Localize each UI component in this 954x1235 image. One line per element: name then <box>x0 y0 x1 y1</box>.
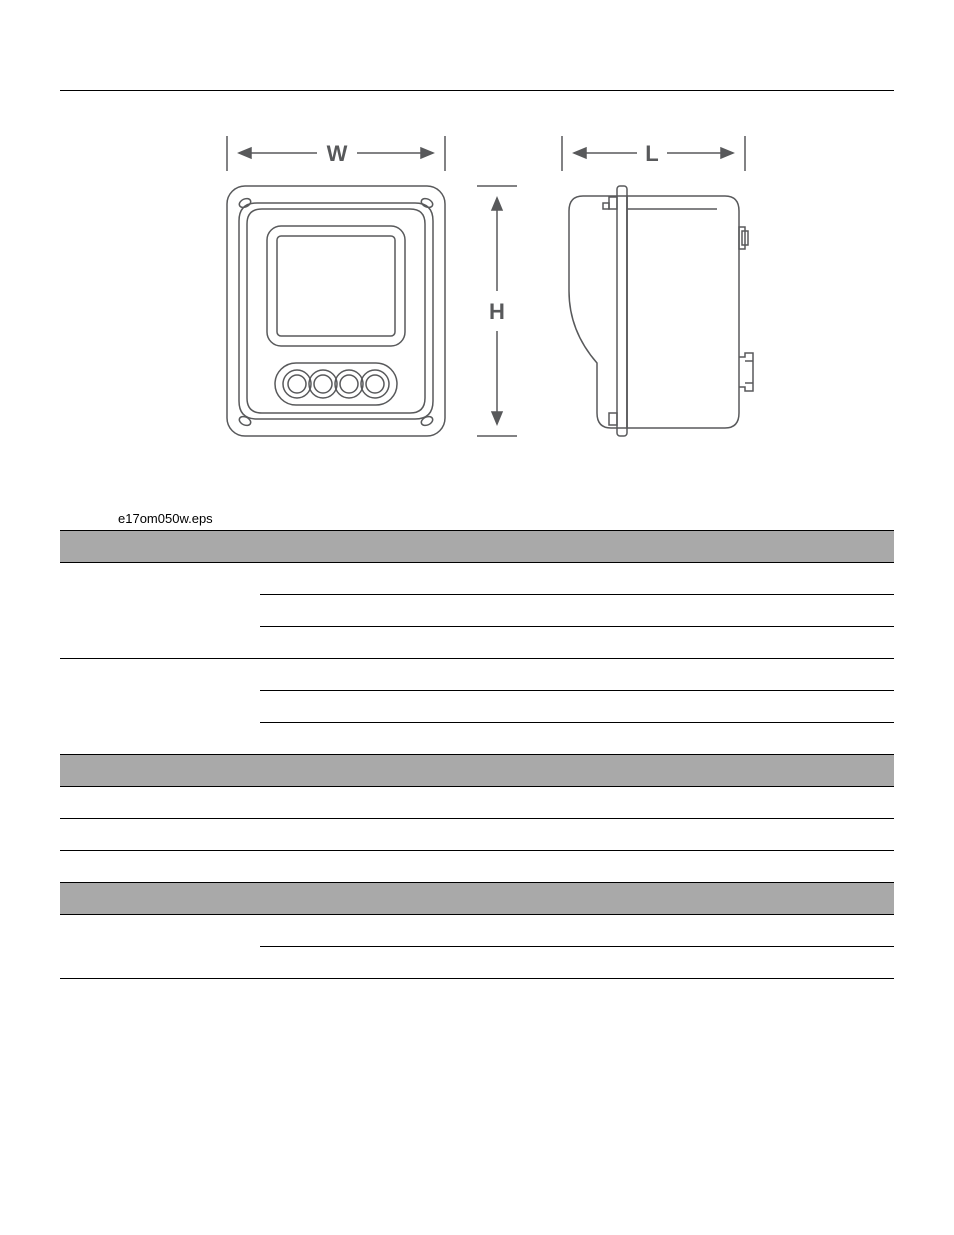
table-cell <box>685 819 894 851</box>
header-cell <box>60 883 535 915</box>
table-cell <box>685 947 894 979</box>
header-cell <box>535 531 685 563</box>
row-label-cell <box>60 659 260 755</box>
header-cell <box>535 883 685 915</box>
header-cell <box>60 531 535 563</box>
diagram-container: W L H <box>60 131 894 481</box>
table-cell <box>535 627 685 659</box>
table-cell <box>260 691 535 723</box>
header-rule <box>60 90 894 91</box>
table-cell <box>535 947 685 979</box>
header-cell <box>685 755 894 787</box>
table-row <box>60 915 894 947</box>
table-cell <box>260 915 535 947</box>
table-cell <box>685 563 894 595</box>
table-cell <box>685 691 894 723</box>
table-cell <box>535 563 685 595</box>
dimension-diagram: W L H <box>197 131 757 481</box>
table-cell <box>535 915 685 947</box>
table-cell <box>685 915 894 947</box>
header-cell <box>685 883 894 915</box>
table-cell <box>535 819 685 851</box>
table-cell <box>685 659 894 691</box>
table-header-row <box>60 531 894 563</box>
table-cell <box>260 563 535 595</box>
table-row <box>60 659 894 691</box>
header-cell <box>60 755 535 787</box>
svg-text:H: H <box>489 299 505 324</box>
table-cell <box>60 851 535 883</box>
row-label-cell <box>60 563 260 659</box>
table-row <box>60 819 894 851</box>
table-cell <box>260 627 535 659</box>
table-cell <box>60 819 535 851</box>
table-cell <box>260 595 535 627</box>
table-cell <box>685 723 894 755</box>
table-cell <box>260 723 535 755</box>
figure-caption: e17om050w.eps <box>118 511 894 526</box>
table-cell <box>535 851 894 883</box>
table-cell <box>535 787 685 819</box>
table-header-row <box>60 755 894 787</box>
table-cell <box>685 595 894 627</box>
header-cell <box>685 531 894 563</box>
table-cell <box>535 595 685 627</box>
table-cell <box>535 723 685 755</box>
table-header-row <box>60 883 894 915</box>
svg-text:W: W <box>327 141 348 166</box>
table-cell <box>685 627 894 659</box>
table-row <box>60 563 894 595</box>
table-cell <box>535 659 685 691</box>
table-cell <box>60 787 535 819</box>
row-label-cell <box>60 915 260 979</box>
spec-table <box>60 530 894 979</box>
table-row <box>60 851 894 883</box>
table-cell <box>685 787 894 819</box>
svg-text:L: L <box>645 141 658 166</box>
table-row <box>60 787 894 819</box>
table-cell <box>260 947 535 979</box>
table-cell <box>535 691 685 723</box>
table-cell <box>260 659 535 691</box>
header-cell <box>535 755 685 787</box>
